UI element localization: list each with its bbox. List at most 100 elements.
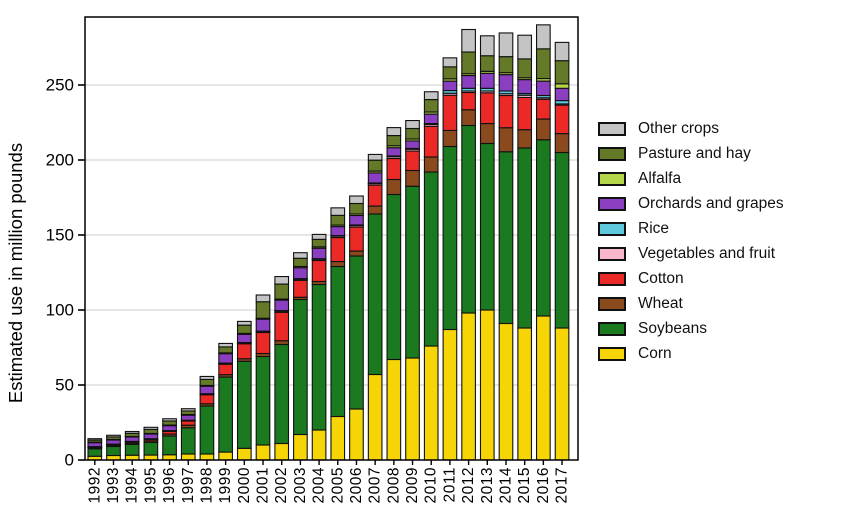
bar-segment bbox=[349, 255, 364, 410]
x-tick-label: 2001 bbox=[255, 467, 272, 503]
bar-segment bbox=[405, 169, 420, 187]
bar-segment bbox=[423, 171, 439, 347]
bar-segment bbox=[218, 451, 233, 461]
legend-label: Vegetables and fruit bbox=[638, 245, 776, 262]
bar-1993 bbox=[106, 434, 121, 461]
bar-2002 bbox=[274, 275, 290, 461]
bar-segment bbox=[498, 74, 514, 92]
bar-segment bbox=[199, 385, 215, 395]
bar-segment bbox=[311, 247, 327, 260]
legend-item-wheat: Wheat bbox=[598, 291, 784, 316]
bar-segment bbox=[162, 418, 177, 422]
bar-segment bbox=[498, 151, 514, 325]
bar-segment bbox=[461, 124, 476, 314]
bar-segment bbox=[218, 363, 233, 376]
bar-segment bbox=[199, 375, 215, 381]
x-tick-label: 2007 bbox=[367, 467, 384, 503]
bar-segment bbox=[330, 260, 346, 268]
bar-segment bbox=[536, 98, 551, 120]
bar-segment bbox=[498, 127, 514, 153]
x-tick-label: 2008 bbox=[385, 467, 402, 503]
bar-segment bbox=[180, 427, 196, 455]
bar-segment bbox=[386, 147, 402, 157]
plot-frame bbox=[84, 16, 579, 461]
bar-segment bbox=[236, 320, 252, 326]
bar-segment bbox=[386, 193, 402, 361]
bar-segment bbox=[554, 41, 570, 62]
bar-segment bbox=[386, 127, 402, 137]
bar-segment bbox=[442, 94, 458, 131]
x-tick-label: 2014 bbox=[498, 467, 515, 503]
bar-segment bbox=[442, 57, 458, 68]
bar-segment bbox=[517, 58, 533, 79]
x-tick-label: 2009 bbox=[404, 467, 421, 503]
bar-2014 bbox=[498, 32, 514, 461]
bar-2005 bbox=[330, 207, 346, 461]
bar-segment bbox=[349, 408, 364, 461]
bar-segment bbox=[274, 299, 290, 312]
bar-segment bbox=[162, 425, 177, 432]
bar-segment bbox=[293, 257, 308, 268]
bar-segment bbox=[311, 283, 327, 431]
bar-1996 bbox=[162, 418, 177, 461]
bar-segment bbox=[405, 127, 420, 140]
bar-segment bbox=[349, 202, 364, 215]
bar-segment bbox=[199, 378, 215, 387]
bar-segment bbox=[386, 157, 402, 181]
x-tick-label: 1992 bbox=[86, 467, 103, 503]
bar-2013 bbox=[479, 35, 495, 461]
bar-segment bbox=[255, 331, 271, 355]
bar-segment bbox=[199, 405, 215, 455]
legend-label: Pasture and hay bbox=[638, 145, 751, 162]
bar-2004 bbox=[311, 233, 327, 461]
bar-segment bbox=[367, 184, 383, 207]
legend-label: Cotton bbox=[638, 270, 684, 287]
bar-2011 bbox=[442, 57, 458, 461]
bar-1995 bbox=[143, 426, 159, 461]
x-tick-label: 1996 bbox=[161, 467, 178, 503]
legend-label: Rice bbox=[638, 220, 670, 237]
bar-segment bbox=[218, 342, 233, 348]
legend-label: Corn bbox=[638, 345, 672, 362]
bar-1998 bbox=[199, 375, 215, 461]
bar-segment bbox=[479, 309, 495, 461]
x-tick-label: 2010 bbox=[423, 467, 440, 503]
bar-segment bbox=[479, 55, 495, 72]
bar-segment bbox=[536, 24, 551, 50]
bar-segment bbox=[442, 80, 458, 92]
bar-segment bbox=[423, 125, 439, 158]
bar-segment bbox=[405, 357, 420, 461]
bar-segment bbox=[218, 353, 233, 364]
bar-2006 bbox=[349, 195, 364, 461]
bar-segment bbox=[461, 312, 476, 461]
bar-segment bbox=[479, 123, 495, 145]
bar-segment bbox=[536, 315, 551, 461]
bar-2016 bbox=[536, 24, 551, 461]
bar-2007 bbox=[367, 153, 383, 461]
legend-item-rice: Rice bbox=[598, 216, 784, 241]
legend-swatch bbox=[598, 196, 626, 211]
bar-segment bbox=[274, 283, 290, 300]
bar-segment bbox=[386, 135, 402, 147]
bar-segment bbox=[330, 207, 346, 216]
y-tick-label: 250 bbox=[46, 76, 74, 95]
bar-2000 bbox=[236, 320, 252, 461]
bar-segment bbox=[330, 226, 346, 237]
bar-segment bbox=[386, 178, 402, 196]
chart-legend: Other crops Pasture and hay Alfalfa Orchard… bbox=[598, 116, 784, 366]
bar-segment bbox=[554, 133, 570, 154]
x-tick-label: 2017 bbox=[554, 467, 571, 503]
bar-1997 bbox=[180, 408, 196, 461]
bar-segment bbox=[554, 87, 570, 102]
bar-segment bbox=[87, 438, 103, 441]
bar-segment bbox=[255, 355, 271, 446]
bar-segment bbox=[311, 429, 327, 461]
bar-segment bbox=[218, 346, 233, 354]
bar-segment bbox=[423, 91, 439, 101]
y-tick-label: 100 bbox=[46, 301, 74, 320]
bar-segment bbox=[423, 156, 439, 173]
bar-segment bbox=[236, 343, 252, 360]
bar-segment bbox=[554, 104, 570, 135]
bar-2001 bbox=[255, 294, 271, 461]
